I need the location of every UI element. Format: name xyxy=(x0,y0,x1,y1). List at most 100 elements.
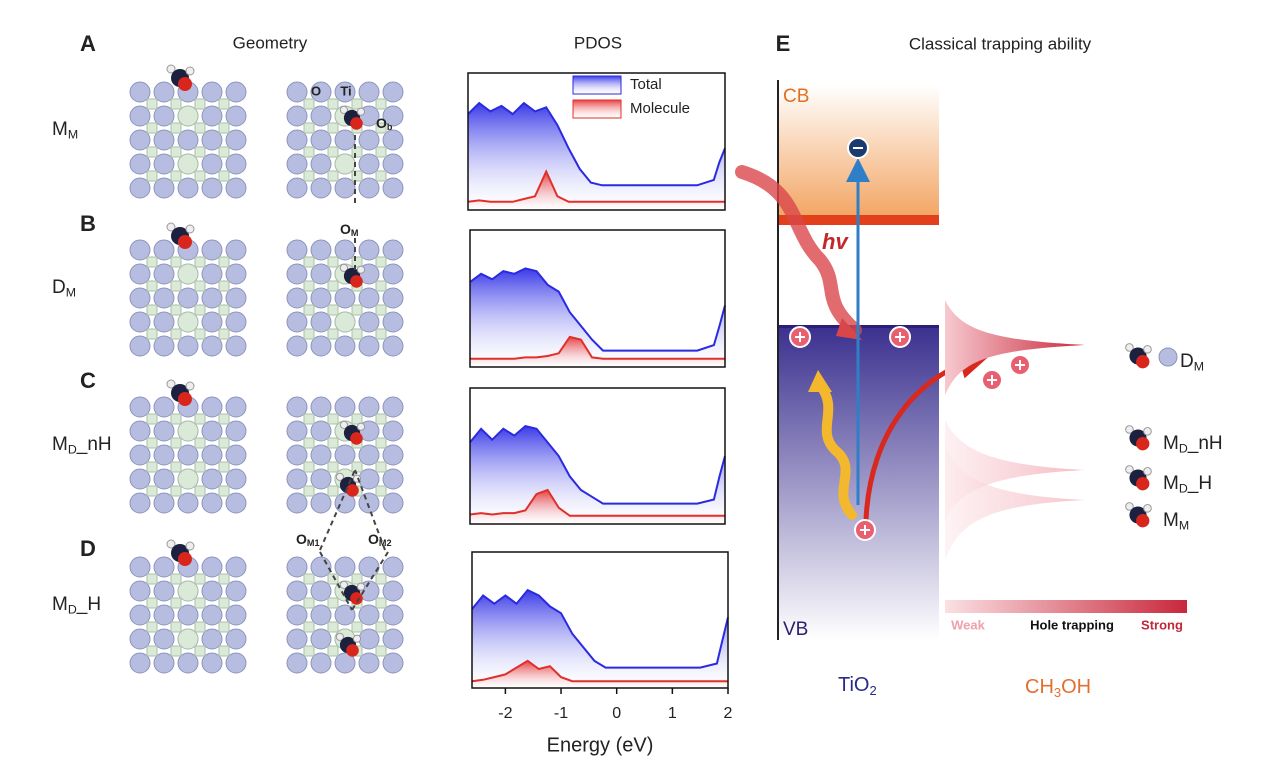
pdos-line xyxy=(469,267,726,352)
atom-o-lattice xyxy=(286,105,308,127)
atom-o-lattice xyxy=(225,105,247,127)
atom-o xyxy=(350,432,363,445)
legend-swatch xyxy=(572,75,622,95)
atom-ti xyxy=(177,420,199,442)
label-base: M xyxy=(52,434,68,455)
atom-o-lattice xyxy=(382,420,404,442)
atom-o-lattice xyxy=(129,468,151,490)
atom-h xyxy=(339,263,348,272)
atom-h xyxy=(356,582,366,591)
atom-o-lattice xyxy=(225,239,247,261)
ti-lattice xyxy=(327,413,339,425)
ti-lattice xyxy=(351,413,363,425)
atom-o-lattice xyxy=(286,556,308,578)
ti-lattice xyxy=(303,280,315,292)
atom-ti xyxy=(177,311,199,333)
label-sub: D xyxy=(1179,482,1188,496)
ti-lattice xyxy=(303,573,315,585)
label-sub: D xyxy=(68,443,77,457)
ti-lattice xyxy=(170,621,182,633)
ti-lattice xyxy=(146,461,158,473)
atom-o-lattice xyxy=(286,652,308,674)
ti-lattice xyxy=(375,645,387,657)
atom-o-lattice xyxy=(382,652,404,674)
atom-o-lattice xyxy=(225,492,247,514)
atom-o-lattice xyxy=(153,153,175,175)
atom-o-lattice xyxy=(358,492,380,514)
relax-arrow-head xyxy=(808,370,832,392)
photon-label: hv xyxy=(822,229,849,254)
atom-h xyxy=(339,105,348,115)
atom-o-lattice xyxy=(201,105,223,127)
pdos-area xyxy=(468,103,725,210)
atom-o-lattice xyxy=(286,420,308,442)
ti-lattice xyxy=(303,256,315,268)
atom-o-lattice xyxy=(382,105,404,127)
ti-lattice xyxy=(146,621,158,633)
ti-lattice xyxy=(375,597,387,609)
label-sub: D xyxy=(68,603,77,617)
title: Classical trapping ability xyxy=(909,34,1092,53)
atom-o-lattice xyxy=(225,129,247,151)
atom-o xyxy=(346,644,359,657)
trap-peak xyxy=(945,300,1085,395)
atom-o-lattice xyxy=(153,492,175,514)
label-sub: M xyxy=(1179,519,1189,533)
atom-o-lattice xyxy=(310,396,332,418)
ti-lattice xyxy=(170,413,182,425)
atom-o-lattice xyxy=(358,239,380,261)
atom-h xyxy=(185,381,195,391)
ti-lattice xyxy=(146,304,158,316)
atom-o-lattice xyxy=(153,177,175,199)
ti-lattice xyxy=(303,304,315,316)
atom-o-lattice xyxy=(334,335,356,357)
atom-o-lattice xyxy=(177,604,199,626)
ti-lattice xyxy=(327,573,339,585)
atom-o-lattice xyxy=(382,263,404,285)
atom-o-lattice xyxy=(286,153,308,175)
bond-guide xyxy=(351,551,389,611)
ti-lattice xyxy=(375,256,387,268)
atom-o-lattice xyxy=(201,239,223,261)
ti-lattice xyxy=(170,328,182,340)
label-rest: _H xyxy=(1187,473,1212,494)
atom-h xyxy=(339,420,348,429)
atom-o-lattice xyxy=(129,580,151,602)
ti-lattice xyxy=(146,280,158,292)
band-label: CB xyxy=(783,86,809,107)
ti-lattice xyxy=(146,256,158,268)
label-base: O xyxy=(376,115,387,131)
diagram xyxy=(735,80,1187,640)
atom-o xyxy=(1136,514,1150,528)
atom-o-lattice xyxy=(382,129,404,151)
atom-ti xyxy=(334,153,356,175)
atom-o-lattice xyxy=(382,177,404,199)
atom-o-lattice xyxy=(382,335,404,357)
atom-ti xyxy=(177,263,199,285)
atom-h xyxy=(185,66,195,76)
ti-lattice xyxy=(351,170,363,182)
scale-label: Weak xyxy=(951,617,985,632)
ti-lattice xyxy=(170,573,182,585)
atom-o-lattice xyxy=(382,628,404,650)
atom-o-lattice xyxy=(310,468,332,490)
atom-o-lattice xyxy=(201,311,223,333)
ti-lattice xyxy=(170,437,182,449)
atom-o-lattice xyxy=(310,287,332,309)
label-base: D xyxy=(1180,351,1194,372)
atom-o-lattice xyxy=(225,556,247,578)
atom-label: Ti xyxy=(340,83,351,98)
ti-lattice xyxy=(303,461,315,473)
label-sub: M xyxy=(351,229,359,239)
atom-o-lattice xyxy=(382,396,404,418)
atom-o-lattice xyxy=(129,129,151,151)
light-arrow-head xyxy=(836,318,862,340)
ti-lattice xyxy=(375,170,387,182)
atom-o-lattice xyxy=(310,492,332,514)
ti-lattice xyxy=(375,485,387,497)
atom-o-lattice xyxy=(286,492,308,514)
ti-lattice xyxy=(170,280,182,292)
atom-o-lattice xyxy=(201,129,223,151)
atom-o-lattice xyxy=(225,444,247,466)
ti-lattice xyxy=(146,437,158,449)
